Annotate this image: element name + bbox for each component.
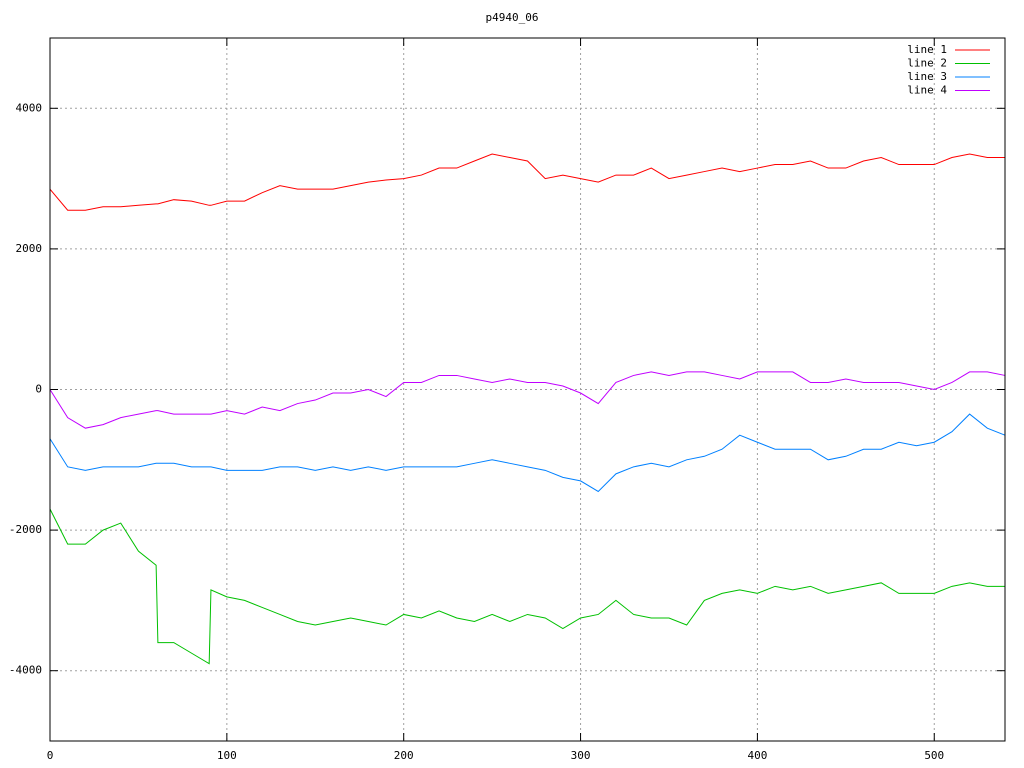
data-line: [49, 413, 1006, 493]
x-tick-label: 400: [747, 749, 767, 762]
legend-label: line 1: [907, 43, 947, 56]
plot-frame: [49, 37, 1006, 742]
legend-label: line 4: [907, 84, 947, 97]
x-tick-label: 0: [47, 749, 54, 762]
y-tick-label: 4000: [16, 101, 43, 114]
y-tick-label: -2000: [9, 523, 42, 536]
x-tick-label: 300: [571, 749, 591, 762]
legend-label: line 2: [907, 57, 947, 70]
data-line: [49, 371, 1006, 429]
y-tick-label: 2000: [16, 242, 43, 255]
data-line: [49, 508, 1005, 665]
x-tick-label: 200: [394, 749, 414, 762]
x-tick-label: 500: [924, 749, 944, 762]
legend-label: line 3: [907, 70, 947, 83]
chart-title: p4940_06: [486, 11, 539, 24]
data-line: [49, 153, 1005, 211]
y-tick-label: 0: [35, 383, 42, 396]
y-tick-label: -4000: [9, 664, 42, 677]
x-tick-label: 100: [217, 749, 237, 762]
